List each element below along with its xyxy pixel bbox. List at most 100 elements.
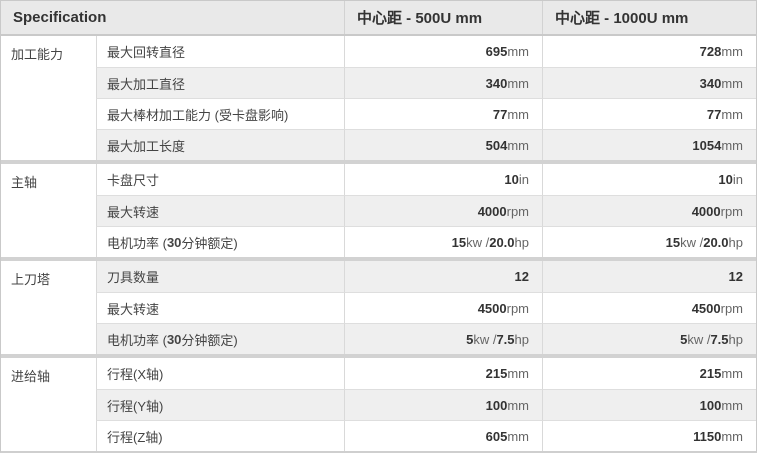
spec-value-500-cell: 695 mm	[344, 36, 542, 67]
value-number: 12	[514, 269, 529, 284]
spec-name-cell: 行程(X轴)	[96, 358, 344, 389]
value-number: 728	[699, 44, 722, 59]
value-text: rpm	[720, 203, 743, 219]
value-text: mm	[721, 44, 743, 59]
spec-value-1000-cell: 1054 mm	[542, 129, 756, 160]
value-text: 行程(X轴)	[107, 367, 164, 382]
spec-value-1000-cell: 100 mm	[542, 389, 756, 420]
value-number: 4000	[477, 203, 507, 219]
spec-value-1000-cell: 4000 rpm	[542, 195, 756, 226]
spec-value-1000-cell: 12	[542, 261, 756, 292]
spec-name-cell: 最大转速	[96, 292, 344, 323]
spec-value-1000-cell: 15 kw / 20.0 hp	[542, 226, 756, 257]
spec-value-1000-cell: 215 mm	[542, 358, 756, 389]
value-text: 卡盘尺寸	[107, 173, 160, 188]
value-text: kw /	[466, 234, 490, 250]
spec-name-cell: 最大加工直径	[96, 67, 344, 98]
value-text: 最大棒材加工能力 (受卡盘影响)	[107, 107, 289, 123]
value-number: 77	[706, 106, 722, 122]
value-text: mm	[507, 366, 529, 381]
value-text: mm	[721, 397, 743, 413]
value-text: mm	[507, 75, 529, 91]
value-number: 695	[485, 44, 508, 59]
value-text: 行程(Z轴)	[107, 429, 163, 445]
value-number: 605	[485, 428, 508, 444]
spec-group-label: 进给轴	[1, 358, 96, 451]
value-number: 15	[665, 234, 681, 250]
spec-value-500-cell: 340 mm	[344, 67, 542, 98]
table-header-row: Specification 中心距 - 500U mm 中心距 - 1000U …	[1, 1, 756, 36]
value-text: kw /	[680, 234, 704, 250]
value-number: 215	[485, 366, 508, 381]
spec-value-1000-cell: 728 mm	[542, 36, 756, 67]
value-number: 10	[504, 172, 519, 187]
spec-name-cell: 电机功率 (30 分钟额定)	[96, 226, 344, 257]
value-number: 215	[699, 366, 722, 381]
value-text: in	[732, 172, 743, 187]
spec-group: 进给轴 行程(X轴) 215 mm 215 mm 行程(Y轴) 100 mm 100 mm 行…	[1, 354, 756, 451]
spec-group-label: 上刀塔	[1, 261, 96, 354]
spec-name-cell: 刀具数量	[96, 261, 344, 292]
value-text: 最大加工直径	[107, 76, 186, 92]
spec-value-500-cell: 12	[344, 261, 542, 292]
value-number: 504	[485, 137, 508, 153]
value-number: 4500	[691, 300, 721, 316]
value-text: hp	[514, 234, 529, 250]
value-number: 340	[485, 75, 508, 91]
value-text: mm	[721, 106, 743, 122]
value-text: mm	[507, 397, 529, 413]
value-text: 电机功率 (	[107, 332, 167, 348]
spec-value-1000-cell: 1150 mm	[542, 420, 756, 451]
spec-value-500-cell: 5 kw / 7.5 hp	[344, 323, 542, 354]
value-text: mm	[507, 44, 529, 59]
spec-group: 主轴 卡盘尺寸 10 in 10 in 最大转速 4000 rpm 4000 rpm 电机功率…	[1, 160, 756, 257]
value-number: 1150	[693, 428, 722, 444]
value-text: mm	[721, 366, 743, 381]
value-number: 100	[699, 397, 722, 413]
spec-value-500-cell: 77 mm	[344, 98, 542, 129]
spec-value-500-cell: 100 mm	[344, 389, 542, 420]
spec-value-1000-cell: 10 in	[542, 164, 756, 195]
value-text: mm	[721, 75, 743, 91]
spec-value-1000-cell: 77 mm	[542, 98, 756, 129]
value-text: kw /	[473, 331, 497, 347]
value-text: 最大转速	[107, 301, 160, 317]
value-text: rpm	[506, 203, 529, 219]
value-text: mm	[721, 428, 743, 444]
value-number: 7.5	[710, 331, 729, 347]
value-text: 行程(Y轴)	[107, 398, 164, 414]
spec-group: 加工能力 最大回转直径 695 mm 728 mm 最大加工直径 340 mm 340 mm…	[1, 36, 756, 160]
spec-value-500-cell: 605 mm	[344, 420, 542, 451]
value-text: hp	[728, 234, 743, 250]
spec-group-label: 主轴	[1, 164, 96, 257]
value-number: 4500	[477, 300, 507, 316]
spec-name-cell: 最大回转直径	[96, 36, 344, 67]
value-number: 30	[166, 234, 182, 250]
spec-value-500-cell: 504 mm	[344, 129, 542, 160]
spec-name-cell: 最大加工长度	[96, 129, 344, 160]
value-number: 4000	[691, 203, 721, 219]
value-text: mm	[507, 137, 529, 153]
spec-name-cell: 行程(Y轴)	[96, 389, 344, 420]
value-number: 5	[680, 331, 688, 347]
value-text: 刀具数量	[107, 270, 160, 285]
header-col-center-distance-1000: 中心距 - 1000U mm	[542, 1, 756, 34]
spec-name-cell: 卡盘尺寸	[96, 164, 344, 195]
value-number: 12	[728, 269, 743, 284]
value-text: 电机功率 (	[107, 235, 167, 251]
value-number: 10	[718, 172, 733, 187]
spec-name-cell: 电机功率 (30 分钟额定)	[96, 323, 344, 354]
value-number: 100	[485, 397, 508, 413]
spec-value-1000-cell: 4500 rpm	[542, 292, 756, 323]
value-text: 最大加工长度	[107, 138, 186, 154]
value-text: 分钟额定)	[181, 332, 238, 348]
spec-value-1000-cell: 5 kw / 7.5 hp	[542, 323, 756, 354]
specification-table: Specification 中心距 - 500U mm 中心距 - 1000U …	[0, 0, 757, 453]
spec-table-body: 加工能力 最大回转直径 695 mm 728 mm 最大加工直径 340 mm 340 mm…	[1, 36, 756, 451]
header-col-center-distance-500: 中心距 - 500U mm	[344, 1, 542, 34]
value-number: 30	[166, 331, 182, 347]
spec-value-500-cell: 15 kw / 20.0 hp	[344, 226, 542, 257]
value-text: mm	[507, 428, 529, 444]
value-number: 15	[451, 234, 467, 250]
spec-name-cell: 最大转速	[96, 195, 344, 226]
